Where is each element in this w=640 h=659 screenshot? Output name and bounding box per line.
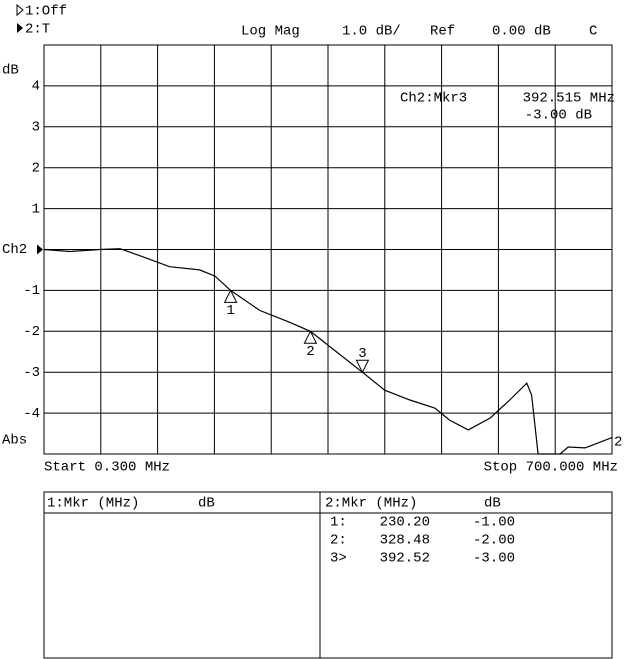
- table-cell: 2:: [330, 533, 347, 549]
- flag: C: [589, 24, 597, 40]
- right-header: 2:Mkr (MHz): [325, 496, 417, 512]
- y-tick-label: 2: [32, 160, 40, 176]
- readout-level: -3.00 dB: [525, 108, 592, 124]
- readout-marker: Ch2:Mkr3: [400, 91, 467, 107]
- table-cell: 392.52: [380, 551, 430, 567]
- table-cell: 3>: [330, 551, 347, 567]
- y-tick-label: -4: [23, 406, 40, 422]
- y-tick-label: 4: [32, 79, 40, 95]
- marker: [355, 359, 370, 374]
- ch1-icon: [16, 3, 24, 17]
- marker-label: 1: [226, 303, 234, 319]
- marker-label: 3: [358, 346, 366, 362]
- ch2-status: 2:T: [25, 22, 50, 38]
- ref: Ref: [430, 24, 455, 40]
- y-tick-label: -2: [23, 324, 40, 340]
- y-unit: dB: [2, 63, 19, 79]
- right-header: dB: [484, 496, 501, 512]
- left-header: 1:Mkr (MHz): [47, 496, 139, 512]
- trace-label: 2: [614, 435, 622, 451]
- marker: [303, 330, 318, 344]
- left-header: dB: [198, 496, 215, 512]
- ch2-icon: [17, 23, 23, 33]
- readout-freq: 392.515 MHz: [523, 91, 615, 107]
- stop: Stop 700.000 MHz: [484, 460, 618, 476]
- y-tick-label: 3: [32, 120, 40, 136]
- ref-pointer: [37, 244, 43, 255]
- marker: [223, 289, 238, 303]
- ref-value: 0.00 dB: [492, 24, 551, 40]
- y-tick-label: -1: [23, 283, 40, 299]
- ch1-status: 1:Off: [25, 4, 67, 20]
- ref-label: Abs: [2, 433, 27, 449]
- trace: [43, 248, 613, 455]
- y-tick-label: -3: [23, 365, 40, 381]
- table-cell: -1.00: [473, 515, 515, 531]
- scale: 1.0 dB/: [342, 24, 401, 40]
- start: Start 0.300 MHz: [44, 460, 170, 476]
- format: Log Mag: [241, 24, 300, 40]
- table-cell: 230.20: [380, 515, 430, 531]
- table-cell: 328.48: [380, 533, 430, 549]
- table-cell: -3.00: [473, 551, 515, 567]
- marker-label: 2: [306, 344, 314, 360]
- y-tick-label: Ch2: [2, 242, 27, 258]
- table-cell: -2.00: [473, 533, 515, 549]
- y-tick-label: 1: [32, 201, 40, 217]
- table-frame: [43, 491, 613, 659]
- table-cell: 1:: [330, 515, 347, 531]
